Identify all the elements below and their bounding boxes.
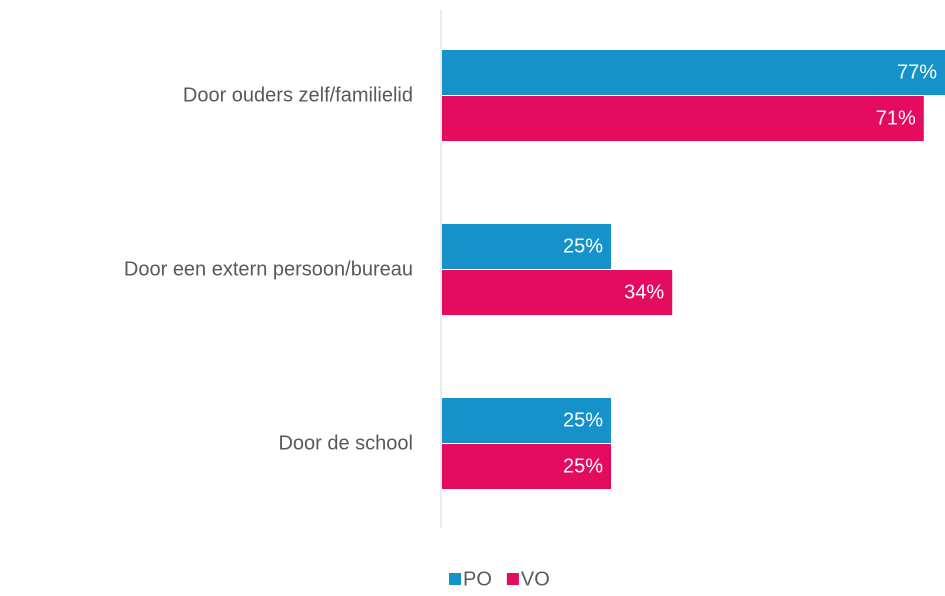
legend-swatch <box>449 573 461 585</box>
bar <box>442 96 924 141</box>
category-label: Door een extern persoon/bureau <box>124 258 413 280</box>
value-label: 34% <box>624 281 664 303</box>
category-label: Door de school <box>278 432 413 454</box>
value-label: 25% <box>563 455 603 477</box>
value-label: 77% <box>897 61 937 83</box>
value-label: 25% <box>563 235 603 257</box>
bar <box>442 224 611 269</box>
legend-label: VO <box>521 568 550 590</box>
bar <box>442 444 611 489</box>
category-label: Door ouders zelf/familielid <box>183 84 413 106</box>
bar <box>442 50 945 95</box>
legend-label: PO <box>463 568 492 590</box>
bar <box>442 270 673 315</box>
legend-swatch <box>506 573 519 585</box>
value-label: 25% <box>563 409 603 431</box>
value-label: 71% <box>876 107 916 129</box>
bar <box>442 398 611 443</box>
